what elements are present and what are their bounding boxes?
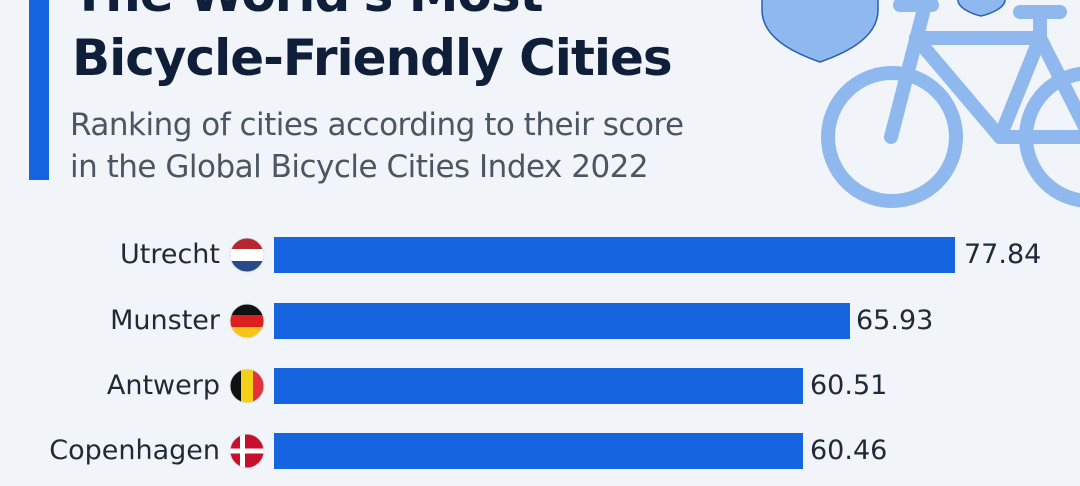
shield-icon	[957, 0, 1006, 17]
chart-row-munster: Munster 65.93	[0, 303, 1080, 339]
bar-utrecht	[274, 237, 955, 273]
chart-subtitle: Ranking of cities according to their sco…	[70, 104, 684, 188]
netherlands-flag-icon	[229, 237, 265, 273]
chart-row-antwerp: Antwerp 60.51	[0, 368, 1080, 404]
chart-title-line-2: Bicycle-Friendly Cities	[72, 29, 673, 87]
value-label: 60.46	[810, 435, 888, 466]
chart-subtitle-line-2: in the Global Bicycle Cities Index 2022	[70, 149, 649, 185]
bar-antwerp	[274, 368, 803, 404]
bar-copenhagen	[274, 433, 803, 469]
city-label: Copenhagen	[49, 435, 220, 466]
chart-subtitle-line-1: Ranking of cities according to their sco…	[70, 107, 684, 143]
bar-munster	[274, 303, 850, 339]
city-label: Utrecht	[119, 239, 220, 270]
shield-icon	[761, 0, 879, 63]
germany-flag-icon	[229, 303, 265, 339]
chart-title-line-1: The World's Most	[72, 0, 672, 26]
chart-row-utrecht: Utrecht 77.84	[0, 237, 1080, 273]
belgium-flag-icon	[229, 368, 265, 404]
denmark-flag-icon	[229, 433, 265, 469]
value-label: 60.51	[810, 370, 888, 401]
bicycle-illustration-icon	[761, 0, 1080, 208]
chart-title: The World's Most Bicycle-Friendly Cities	[72, 0, 673, 90]
title-accent-bar	[29, 0, 49, 180]
city-label: Antwerp	[106, 370, 220, 401]
value-label: 65.93	[856, 305, 934, 336]
chart-row-copenhagen: Copenhagen 60.46	[0, 433, 1080, 469]
city-label: Munster	[110, 305, 220, 336]
value-label: 77.84	[964, 239, 1042, 270]
